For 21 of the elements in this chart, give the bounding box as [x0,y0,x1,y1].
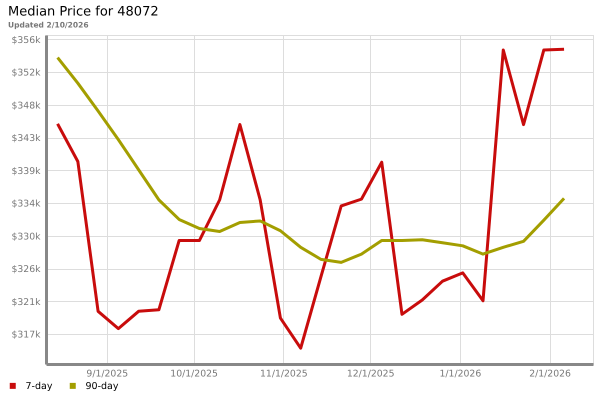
y-tick-label: $348k [11,100,42,112]
y-tick-label: $356k [11,34,42,46]
y-tick-label: $334k [11,198,42,210]
legend-label: 90-day [86,380,119,392]
x-tick-label: 11/1/2025 [260,368,308,380]
x-tick-label: 2/1/2026 [529,368,572,380]
y-tick-label: $352k [11,68,42,79]
chart-title: Median Price for 48072 [8,4,159,20]
x-tick-label: 1/1/2026 [439,368,482,380]
y-tick-label: $317k [11,330,42,341]
x-tick-label: 9/1/2025 [86,368,128,380]
line-series [56,56,566,264]
x-tick-label: 10/1/2025 [170,368,218,380]
x-tick-label: 12/1/2025 [346,368,395,380]
line-series [56,48,566,350]
y-tick-label: $326k [11,264,42,276]
legend-label: 7-day [26,380,53,392]
y-tick-label: $321k [11,296,42,308]
y-tick-label: $330k [11,231,42,242]
y-tick-label: $339k [11,166,42,177]
y-tick-label: $343k [11,133,42,144]
